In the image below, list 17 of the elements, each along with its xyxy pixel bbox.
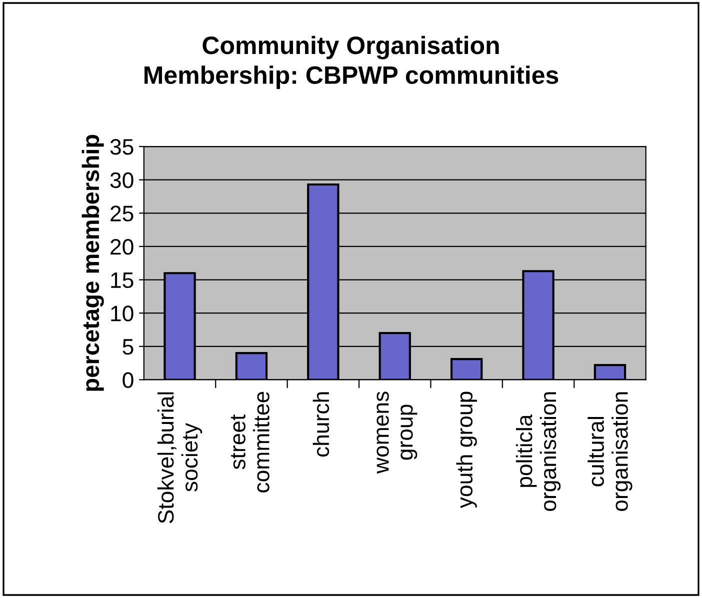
y-tick-label: 5	[122, 339, 134, 355]
y-tick-label: 10	[111, 306, 134, 322]
chart-title: Community Organisation Membership: CBPWP communities	[144, 36, 558, 89]
x-tick-label: politicla organisation	[516, 392, 561, 511]
y-tick-label: 35	[110, 139, 134, 155]
y-tick-label: 30	[110, 172, 134, 188]
x-tick-label: cultural organisation	[588, 392, 632, 511]
x-tick-label: womens group	[376, 392, 418, 474]
y-axis-title: percetage membership	[82, 134, 104, 391]
x-tick-label: youth group	[456, 392, 477, 508]
y-tick-label: 0	[122, 372, 134, 388]
x-tick-label: church	[312, 392, 330, 457]
x-tick-label: Stokvel,burial society	[157, 392, 202, 524]
x-tick-label: street committee	[230, 392, 270, 492]
y-tick-label: 25	[110, 206, 134, 222]
y-tick-label: 20	[110, 238, 134, 255]
y-tick-label: 15	[111, 272, 134, 288]
